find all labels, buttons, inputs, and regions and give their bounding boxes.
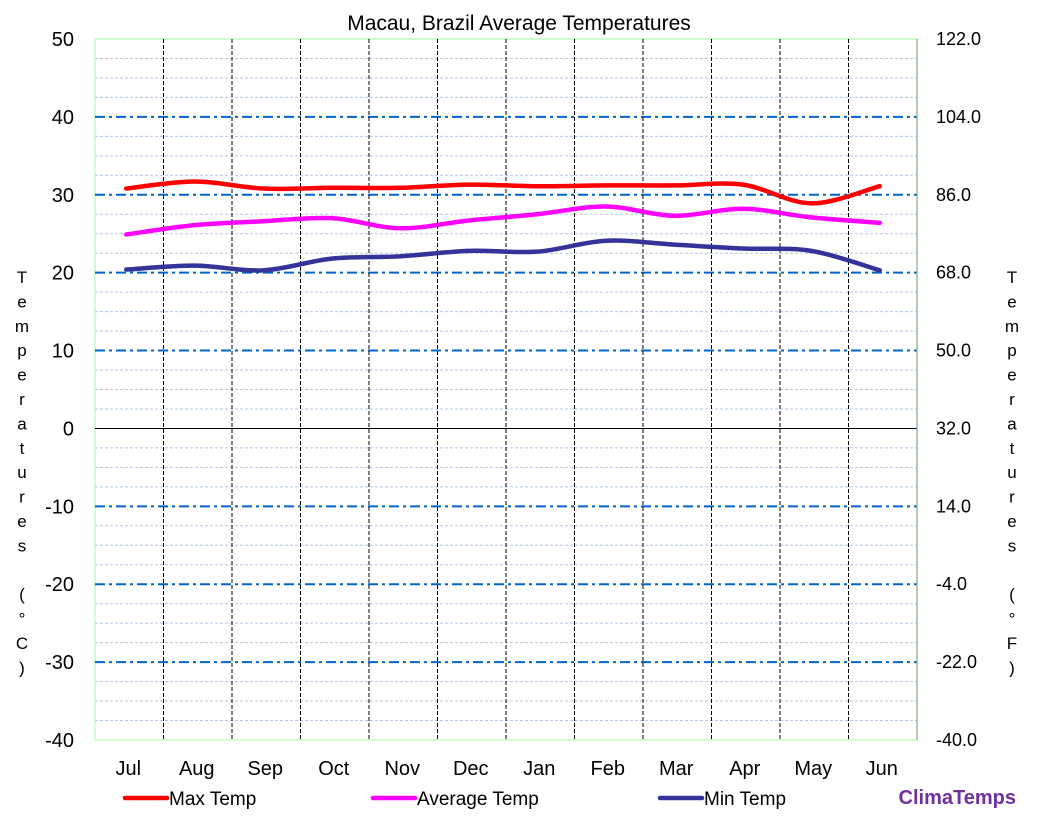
y2-tick-label: 32.0: [936, 418, 971, 438]
y-tick-label: 20: [52, 263, 74, 285]
legend-label: Max Temp: [169, 789, 256, 810]
y-axis-label-char: t: [20, 439, 25, 458]
y-tick-label: 30: [52, 185, 74, 207]
y2-axis-label-char: m: [1005, 317, 1019, 336]
series-line-min-temp: [124, 238, 882, 273]
y-tick-label: -10: [45, 496, 74, 518]
y2-axis-label-char: T: [1007, 268, 1017, 287]
y2-axis-label-char: e: [1007, 292, 1016, 311]
y-tick-label: 50: [52, 29, 74, 51]
y-axis-label-char: ): [19, 658, 25, 677]
y-axis-label-char: e: [17, 512, 26, 531]
y2-axis-label-char: s: [1008, 536, 1017, 555]
y-axis-label-char: r: [19, 488, 25, 507]
x-tick-label: Apr: [729, 758, 760, 780]
y2-axis-label-char: (: [1009, 585, 1015, 604]
y2-tick-label: 50.0: [936, 341, 971, 361]
y-axis-label-char: C: [16, 634, 28, 653]
x-tick-label: Jun: [866, 758, 898, 780]
y-axis-label-char: e: [17, 366, 26, 385]
y-axis-label-char: p: [17, 341, 26, 360]
y-axis-label-char: r: [19, 390, 25, 409]
y2-tick-label: 68.0: [936, 263, 971, 283]
y2-axis-label-char: e: [1007, 512, 1016, 531]
x-tick-label: Feb: [591, 758, 625, 780]
y-axis-label-char: T: [17, 268, 27, 287]
y-tick-label: -20: [45, 574, 74, 596]
y2-axis-label-char: r: [1009, 390, 1015, 409]
y2-tick-label: 104.0: [936, 107, 981, 127]
y2-axis-label-char: ): [1009, 658, 1015, 677]
x-tick-label: Dec: [453, 758, 489, 780]
y-tick-label: 40: [52, 107, 74, 129]
y-axis-label-char: e: [17, 292, 26, 311]
y2-axis-label-char: e: [1007, 366, 1016, 385]
y-axis-label-char: a: [17, 414, 27, 433]
y-axis-label-char: °: [19, 610, 26, 629]
x-tick-label: Jan: [523, 758, 555, 780]
legend-label: Min Temp: [704, 789, 786, 810]
brand-logo: ClimaTemps: [899, 787, 1016, 809]
y2-axis-label-char: p: [1007, 341, 1016, 360]
y-tick-label: -30: [45, 652, 74, 674]
legend-label: Average Temp: [417, 789, 539, 810]
series-line-max-temp: [124, 179, 882, 206]
x-tick-label: Mar: [659, 758, 694, 780]
series-line-average-temp: [124, 204, 882, 237]
x-tick-label: Sep: [247, 758, 283, 780]
y2-axis-label-char: a: [1007, 414, 1017, 433]
y2-tick-label: 14.0: [936, 496, 971, 516]
y2-tick-label: -40.0: [936, 730, 977, 750]
y2-axis-label-char: u: [1007, 463, 1016, 482]
y2-tick-label: 86.0: [936, 185, 971, 205]
x-tick-label: Aug: [179, 758, 215, 780]
y2-tick-label: 122.0: [936, 29, 981, 49]
y-axis-label-char: (: [19, 585, 25, 604]
y-tick-label: -40: [45, 730, 74, 752]
y2-tick-label: -22.0: [936, 652, 977, 672]
y2-axis-label-char: F: [1007, 634, 1017, 653]
y-axis-label-char: m: [15, 317, 29, 336]
y2-axis-label-char: °: [1009, 610, 1016, 629]
y-tick-label: 0: [63, 418, 74, 440]
x-tick-label: May: [794, 758, 832, 780]
y-tick-label: 10: [52, 341, 74, 363]
y-axis-label-char: u: [17, 463, 26, 482]
x-tick-label: Oct: [318, 758, 350, 780]
chart-title: Macau, Brazil Average Temperatures: [347, 12, 691, 35]
y2-tick-label: -4.0: [936, 574, 967, 594]
y2-axis-label-char: t: [1010, 439, 1015, 458]
x-tick-label: Nov: [384, 758, 420, 780]
x-tick-label: Jul: [115, 758, 141, 780]
y2-axis-label-char: r: [1009, 488, 1015, 507]
y-axis-label-char: s: [18, 536, 27, 555]
